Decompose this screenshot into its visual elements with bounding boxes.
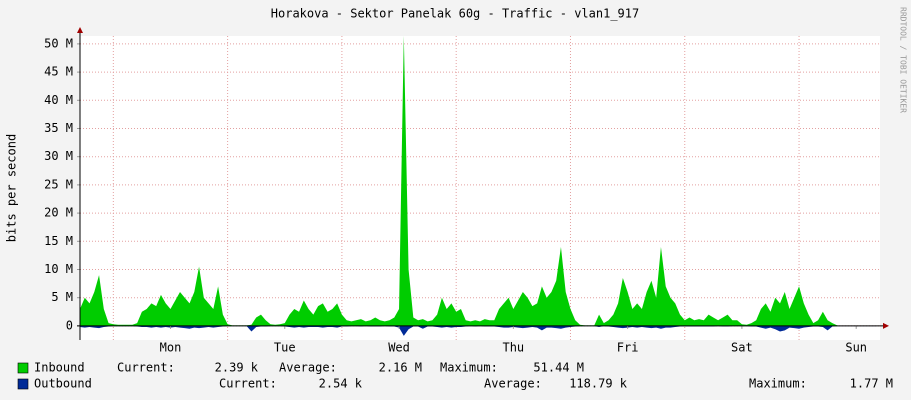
series-area xyxy=(80,325,880,336)
y-tick-label: 5 M xyxy=(51,290,73,304)
y-tick-label: 45 M xyxy=(44,65,73,79)
legend-stat-label: Average: xyxy=(279,361,337,375)
x-tick-label: Thu xyxy=(502,340,524,354)
x-axis-arrow xyxy=(883,322,889,329)
legend-label: Inbound xyxy=(34,361,85,375)
y-tick-label: 40 M xyxy=(44,93,73,107)
legend-stat-value: 2.16 M xyxy=(379,361,422,375)
legend-stat-label: Current: xyxy=(117,361,175,375)
x-tick-label: Sun xyxy=(845,340,867,354)
x-tick-label: Fri xyxy=(617,340,639,354)
series-area xyxy=(80,35,880,326)
legend-stat-label: Maximum: xyxy=(440,361,498,375)
y-tick-label: 20 M xyxy=(44,206,73,220)
chart-title: Horakova - Sektor Panelak 60g - Traffic … xyxy=(271,7,639,21)
axes: 0 5 M 10 M 15 M 20 M 25 M 30 M 35 M 40 M 45 M 50 M… xyxy=(44,27,889,354)
y-tick-label: 35 M xyxy=(44,121,73,135)
y-axis-arrow xyxy=(77,27,83,33)
legend-stat-value: 51.44 M xyxy=(533,361,584,375)
plot-area xyxy=(80,36,880,340)
y-axis-label: bits per second xyxy=(5,134,19,242)
legend-stat-value: 2.39 k xyxy=(215,361,259,375)
legend-swatch xyxy=(17,362,29,374)
legend-stat-label: Current: xyxy=(219,377,277,391)
y-tick-label: 50 M xyxy=(44,36,73,50)
y-tick-label: 30 M xyxy=(44,149,73,163)
legend-swatch xyxy=(17,378,29,390)
legend: Inbound Current: 2.39 k Average: 2.16 M Maxim… xyxy=(17,361,893,391)
y-tick-label: 25 M xyxy=(44,177,73,191)
y-tick-label: 15 M xyxy=(44,234,73,248)
legend-stat-value: 1.77 M xyxy=(850,377,893,391)
areas xyxy=(80,35,880,336)
y-tick-label: 0 xyxy=(66,318,73,332)
x-tick-label: Mon xyxy=(160,340,182,354)
legend-stat-value: 2.54 k xyxy=(319,377,363,391)
x-tick-label: Tue xyxy=(274,340,296,354)
legend-stat-value: 118.79 k xyxy=(569,377,628,391)
y-tick-label: 10 M xyxy=(44,262,73,276)
legend-label: Outbound xyxy=(34,377,92,391)
x-tick-label: Sat xyxy=(731,340,753,354)
legend-stat-label: Maximum: xyxy=(749,377,807,391)
x-tick-label: Wed xyxy=(388,340,410,354)
legend-stat-label: Average: xyxy=(484,377,542,391)
watermark: RRDTOOL / TOBI OETIKER xyxy=(899,7,908,113)
